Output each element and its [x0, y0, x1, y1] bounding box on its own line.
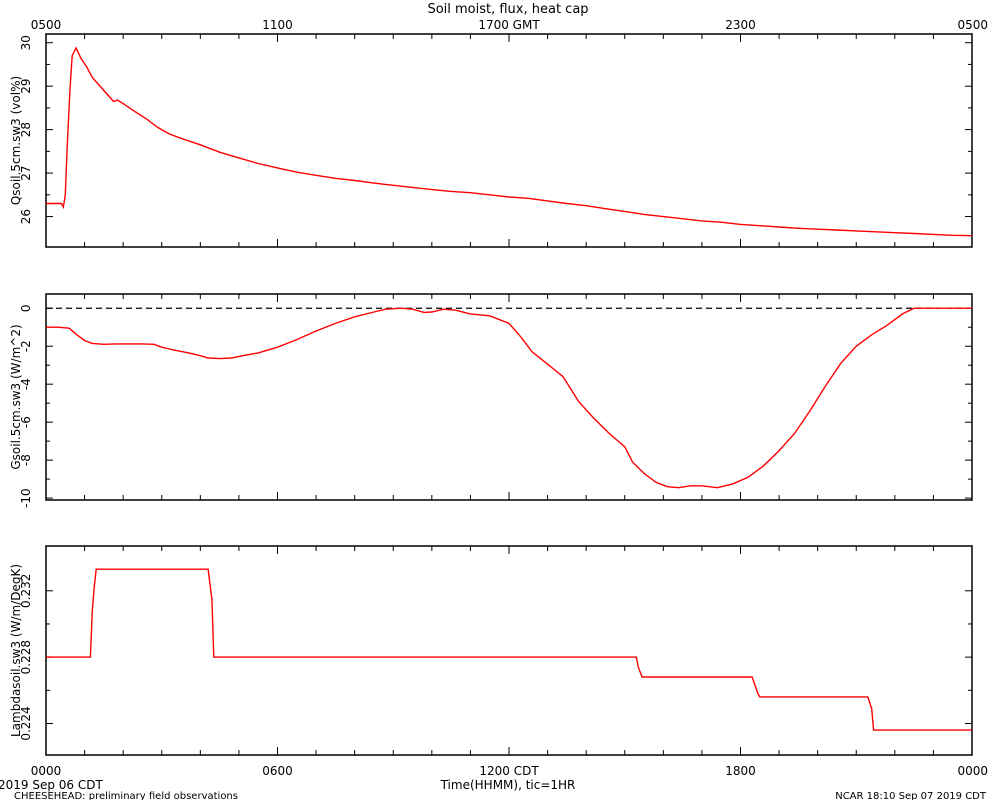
top-x-tick-label: 0500 — [31, 18, 62, 32]
x-axis-label: Time(HHMM), tic=1HR — [440, 778, 576, 792]
chart-title: Soil moist, flux, heat cap — [427, 2, 588, 17]
series-line — [46, 307, 972, 489]
panel-frame — [45, 545, 973, 756]
panel-1: 26 27 28 29 30 Qsoil.5cm.sw3 (vol%) — [9, 33, 973, 248]
series-line — [46, 568, 972, 731]
series-line — [46, 46, 973, 237]
panel-2: 0 -2 -4 -6 -8 -10 Gsoil.5cm.sw3 (W/m^2) — [9, 293, 973, 508]
y-tick-label: -6 — [19, 416, 33, 428]
panel-frame — [45, 33, 973, 248]
y-tick-label: 27 — [19, 165, 33, 180]
top-x-tick-label: 0500 — [957, 18, 988, 32]
footer-right: NCAR 18:10 Sep 07 2019 CDT — [835, 791, 987, 800]
chart-panels: 26 27 28 29 30 Qsoil.5cm.sw3 (vol%) 0 -2 -4 -6 -8 -… — [9, 18, 988, 778]
y-tick-label: -8 — [19, 454, 33, 466]
bottom-x-tick-label: 0000 — [957, 764, 988, 778]
y-axis-label: Gsoil.5cm.sw3 (W/m^2) — [9, 324, 23, 469]
bottom-x-tick-label: 1200 CDT — [479, 764, 539, 778]
top-x-tick-label: 2300 — [725, 18, 756, 32]
bottom-x-tick-label: 0000 — [31, 764, 62, 778]
bottom-x-tick-label: 0600 — [262, 764, 293, 778]
y-tick-label: 0.224 — [19, 706, 33, 740]
bottom-x-tick-label: 1800 — [725, 764, 756, 778]
date-label: 2019 Sep 06 CDT — [0, 778, 103, 792]
y-tick-label: 28 — [19, 122, 33, 137]
y-tick-label: 0 — [19, 304, 33, 312]
y-tick-label: -2 — [19, 340, 33, 352]
y-tick-label: 26 — [19, 209, 33, 224]
panel-frame — [45, 293, 973, 501]
footer-left: CHEESEHEAD: preliminary field observatio… — [14, 791, 238, 800]
y-tick-label: -4 — [19, 378, 33, 390]
y-tick-label: 0.228 — [19, 640, 33, 674]
y-tick-label: -10 — [19, 488, 33, 508]
y-tick-label: 0.232 — [19, 574, 33, 608]
y-tick-label: 30 — [19, 35, 33, 50]
y-axis-label: Qsoil.5cm.sw3 (vol%) — [9, 76, 23, 205]
y-tick-label: 29 — [19, 79, 33, 94]
top-x-tick-label: 1100 — [262, 18, 293, 32]
top-x-tick-label: 1700 GMT — [478, 18, 540, 32]
y-axis-label: Lambdasoil.sw3 (W/m/DegK) — [9, 564, 23, 737]
